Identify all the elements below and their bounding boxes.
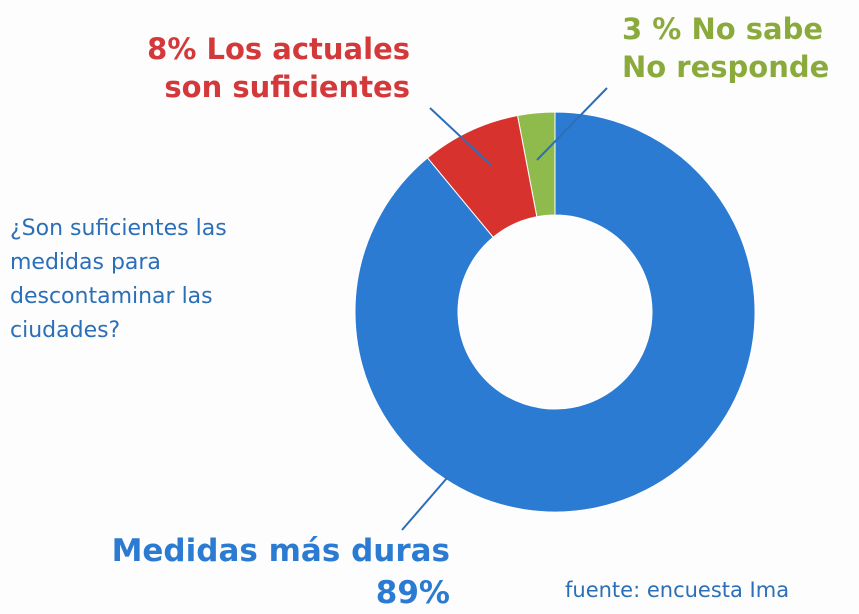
label: 8% Los actuales son suficientes (110, 30, 410, 106)
category-label: Los actuales son suficientes (164, 32, 410, 104)
donut-slice (354, 111, 756, 513)
label: 3 % No sabe No responde (622, 10, 847, 86)
value-label: 8% (147, 32, 197, 66)
value-label: 3 % (622, 12, 682, 46)
category-label: Medidas más duras (111, 533, 450, 569)
leader-line (536, 87, 608, 161)
donut-slice (426, 114, 538, 238)
category-label: No sabe No responde (622, 12, 830, 84)
leader-line (429, 107, 493, 167)
value-label: 89% (375, 575, 450, 611)
question: ¿Son suficientes las medidas para descon… (10, 216, 227, 343)
source: fuente: encuesta Ima (565, 578, 790, 602)
leader-line (401, 477, 448, 531)
label: Medidas más duras 89% (50, 530, 450, 614)
